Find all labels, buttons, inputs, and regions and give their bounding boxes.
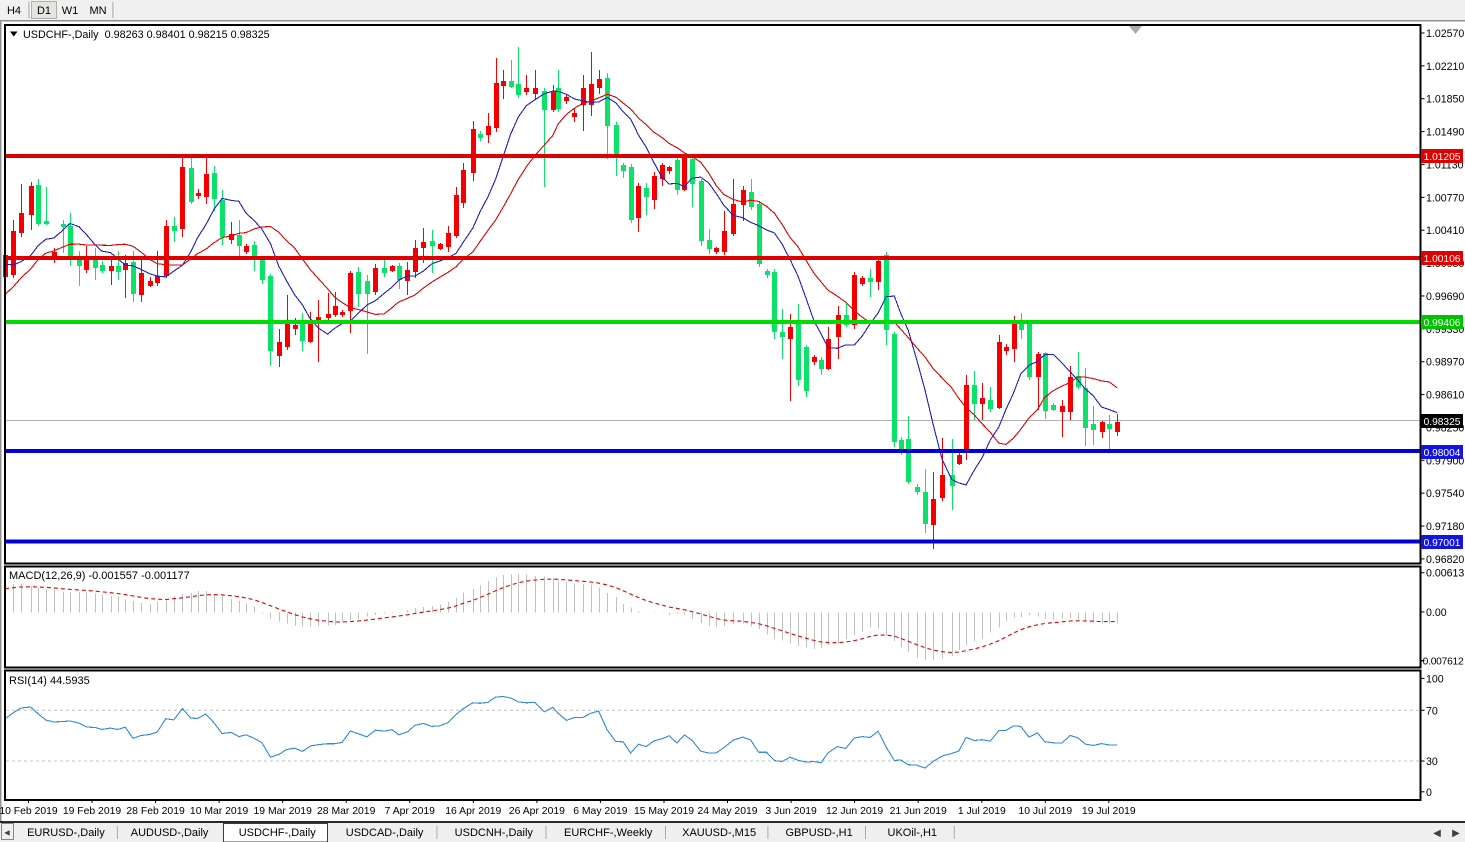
svg-text:H4: H4 [7, 5, 21, 17]
svg-text:3 Jun 2019: 3 Jun 2019 [765, 806, 817, 817]
svg-text:0.96820: 0.96820 [1426, 554, 1464, 566]
svg-text:24 May 2019: 24 May 2019 [697, 806, 757, 817]
svg-text:19 Jul 2019: 19 Jul 2019 [1082, 806, 1136, 817]
svg-text:0.98325: 0.98325 [1424, 417, 1461, 428]
svg-text:6 May 2019: 6 May 2019 [573, 806, 628, 817]
svg-text:1.00770: 1.00770 [1426, 192, 1464, 204]
svg-text:1.02570: 1.02570 [1426, 28, 1464, 40]
svg-text:0.97001: 0.97001 [1424, 538, 1461, 549]
svg-text:USDCNH-,Daily: USDCNH-,Daily [455, 827, 534, 839]
svg-text:-0.007612: -0.007612 [1419, 657, 1464, 668]
svg-text:UKOil-,H1: UKOil-,H1 [888, 827, 938, 839]
svg-text:W1: W1 [62, 5, 79, 17]
svg-text:30: 30 [1426, 756, 1438, 768]
svg-text:USDCHF-,Daily 0.98263 0.98401: USDCHF-,Daily 0.98263 0.98401 0.98215 0.… [23, 29, 270, 41]
svg-text:▶: ▶ [1452, 828, 1460, 839]
svg-text:16 Apr 2019: 16 Apr 2019 [445, 806, 501, 817]
svg-text:12 Jun 2019: 12 Jun 2019 [826, 806, 883, 817]
svg-text:0.98610: 0.98610 [1426, 390, 1464, 402]
svg-text:0: 0 [1426, 787, 1432, 799]
svg-text:28 Mar 2019: 28 Mar 2019 [317, 806, 376, 817]
svg-text:1.01850: 1.01850 [1426, 94, 1464, 106]
svg-text:1.00106: 1.00106 [1424, 254, 1461, 265]
svg-text:70: 70 [1426, 705, 1438, 717]
svg-text:1.02210: 1.02210 [1426, 61, 1464, 73]
svg-text:26 Apr 2019: 26 Apr 2019 [509, 806, 565, 817]
svg-text:0.99690: 0.99690 [1426, 291, 1464, 303]
svg-text:19 Mar 2019: 19 Mar 2019 [254, 806, 313, 817]
svg-text:1.01490: 1.01490 [1426, 127, 1464, 139]
svg-text:10 Feb 2019: 10 Feb 2019 [0, 806, 58, 817]
svg-text:XAUUSD-,M15: XAUUSD-,M15 [682, 827, 756, 839]
svg-text:7 Apr 2019: 7 Apr 2019 [385, 806, 435, 817]
svg-text:AUDUSD-,Daily: AUDUSD-,Daily [131, 827, 209, 839]
svg-text:0.98004: 0.98004 [1424, 448, 1461, 459]
svg-text:10 Mar 2019: 10 Mar 2019 [190, 806, 249, 817]
svg-text:0.98970: 0.98970 [1426, 357, 1464, 369]
svg-text:28 Feb 2019: 28 Feb 2019 [126, 806, 185, 817]
svg-text:◄: ◄ [3, 828, 12, 838]
svg-text:15 May 2019: 15 May 2019 [634, 806, 694, 817]
svg-text:RSI(14) 44.5935: RSI(14) 44.5935 [9, 675, 90, 687]
svg-text:MN: MN [89, 5, 106, 17]
svg-text:USDCAD-,Daily: USDCAD-,Daily [346, 827, 424, 839]
svg-text:GBPUSD-,H1: GBPUSD-,H1 [785, 827, 852, 839]
svg-text:USDCHF-,Daily: USDCHF-,Daily [239, 827, 317, 839]
svg-text:1.00410: 1.00410 [1426, 225, 1464, 237]
svg-text:D1: D1 [37, 5, 51, 17]
svg-text:EURCHF-,Weekly: EURCHF-,Weekly [564, 827, 653, 839]
svg-text:1 Jul 2019: 1 Jul 2019 [958, 806, 1006, 817]
svg-text:0.97540: 0.97540 [1426, 488, 1464, 500]
svg-text:MACD(12,26,9) -0.001557 -0.001: MACD(12,26,9) -0.001557 -0.001177 [9, 570, 190, 582]
svg-text:EURUSD-,Daily: EURUSD-,Daily [27, 827, 105, 839]
svg-text:◀: ◀ [1433, 828, 1441, 839]
svg-text:0.97180: 0.97180 [1426, 521, 1464, 533]
svg-text:0.00: 0.00 [1426, 607, 1447, 619]
svg-text:10 Jul 2019: 10 Jul 2019 [1018, 806, 1072, 817]
svg-text:0.00613: 0.00613 [1426, 568, 1464, 580]
svg-text:100: 100 [1426, 673, 1444, 685]
svg-text:1.01205: 1.01205 [1424, 152, 1461, 163]
svg-text:0.99406: 0.99406 [1424, 318, 1461, 329]
svg-text:19 Feb 2019: 19 Feb 2019 [63, 806, 122, 817]
svg-text:21 Jun 2019: 21 Jun 2019 [890, 806, 947, 817]
